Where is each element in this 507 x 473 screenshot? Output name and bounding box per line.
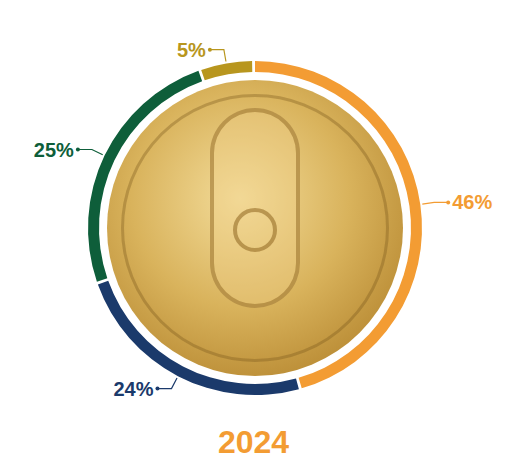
svg-text:24%: 24% — [113, 378, 153, 400]
svg-text:46%: 46% — [452, 191, 492, 213]
svg-text:5%: 5% — [177, 39, 206, 61]
html-text:2024: 2024 — [217, 424, 290, 460]
svg-text:25%: 25% — [34, 139, 74, 161]
